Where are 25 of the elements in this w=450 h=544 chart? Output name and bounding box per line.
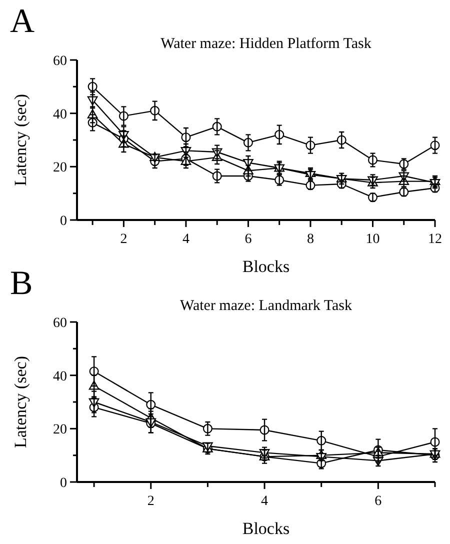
x-tick-label: 8 — [306, 232, 314, 247]
chart-title: Water maze: Landmark Task — [180, 298, 352, 314]
y-axis-title: Latency (sec) — [11, 94, 30, 186]
x-tick-label: 4 — [182, 232, 190, 247]
x-tick-label: 12 — [428, 232, 442, 247]
chart-title: Water maze: Hidden Platform Task — [160, 36, 372, 52]
x-axis-title: Blocks — [242, 257, 290, 276]
y-tick-label: 60 — [53, 316, 67, 331]
x-axis-title: Blocks — [242, 519, 290, 538]
text: A — [10, 3, 35, 40]
y-tick-label: 0 — [60, 476, 67, 491]
x-tick-label: 4 — [261, 494, 268, 509]
text: B — [10, 265, 33, 302]
y-tick-label: 20 — [53, 160, 67, 176]
x-tick-label: 2 — [147, 494, 154, 509]
x-tick-label: 2 — [120, 232, 128, 247]
y-tick-label: 0 — [60, 214, 67, 229]
y-tick-label: 20 — [53, 422, 67, 438]
x-tick-label: 10 — [366, 232, 380, 247]
y-tick-label: 40 — [53, 107, 67, 122]
x-tick-label: 6 — [244, 232, 252, 247]
x-tick-label: 6 — [374, 494, 382, 509]
y-tick-label: 40 — [53, 369, 67, 384]
y-axis-title: Latency (sec) — [11, 356, 30, 448]
y-tick-label: 60 — [53, 54, 67, 69]
